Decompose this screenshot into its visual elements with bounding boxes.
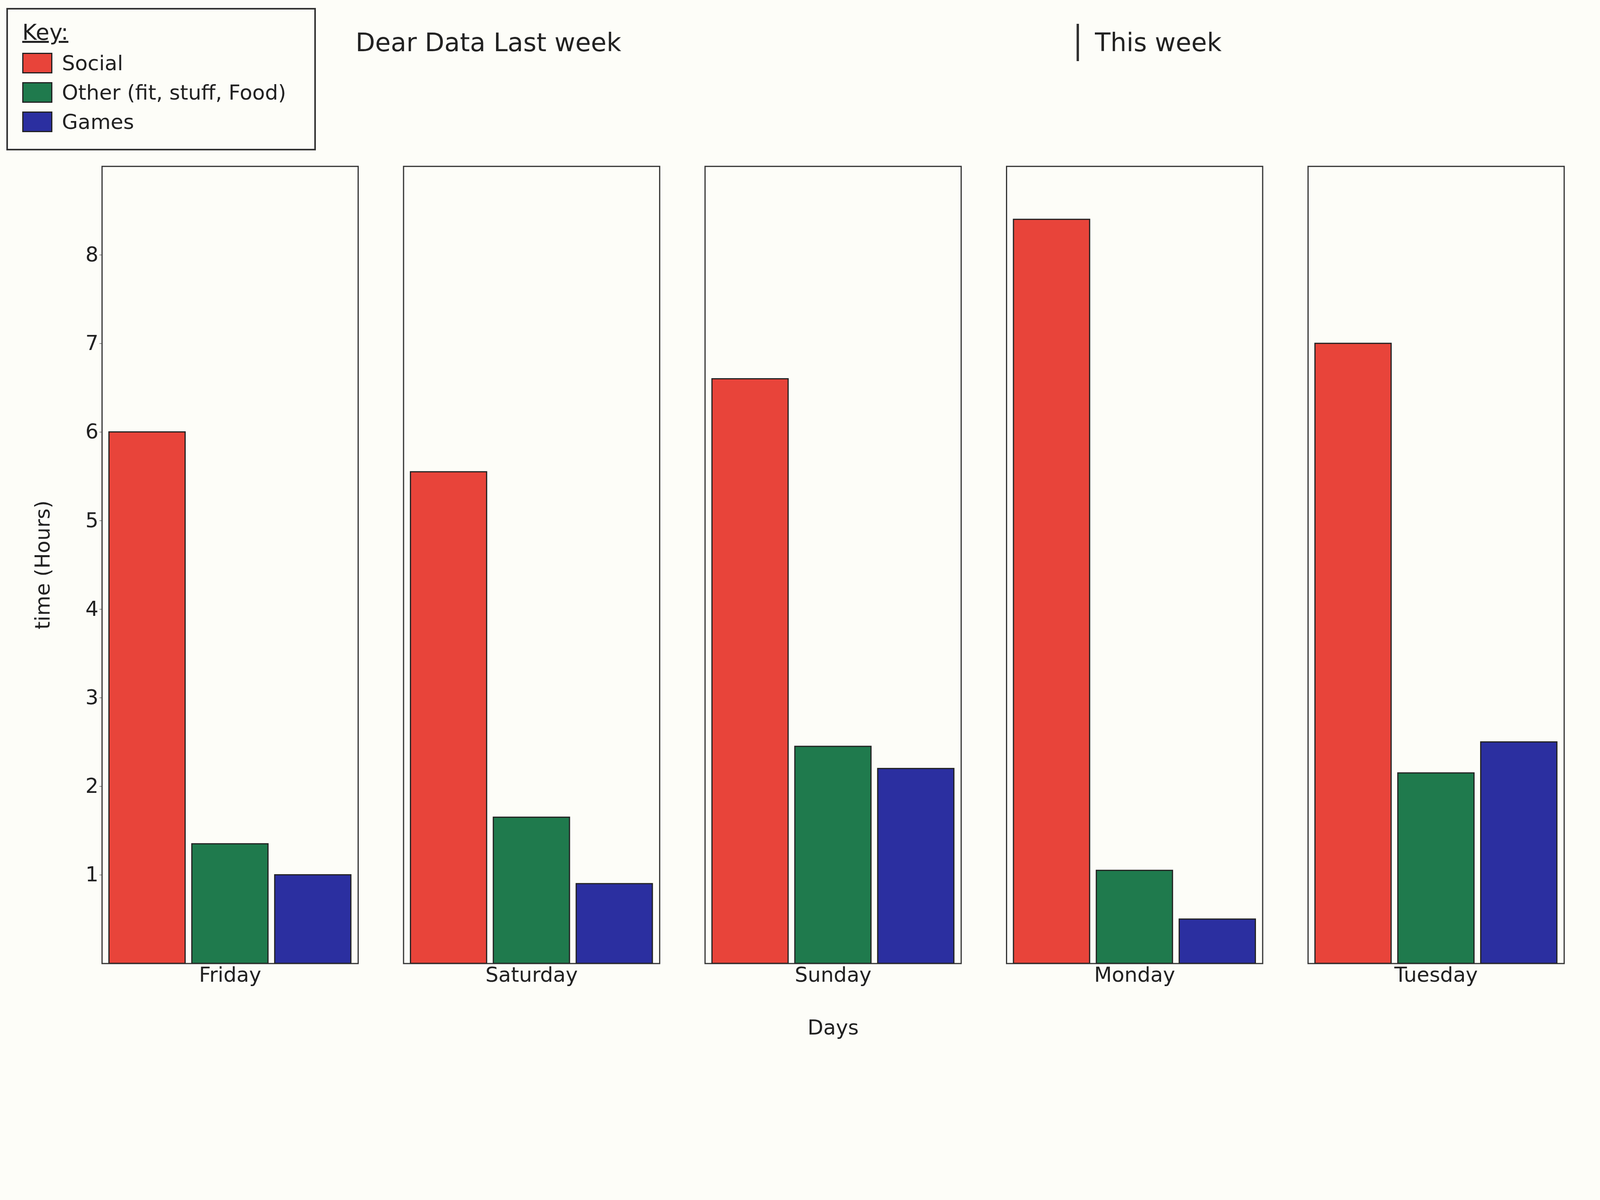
svg-text:Tuesday: Tuesday [1394,962,1478,987]
svg-text:Monday: Monday [1094,962,1175,987]
html-text:This week: This week [1094,27,1222,58]
svg-text:5: 5 [85,508,99,533]
svg-text:3: 3 [85,685,99,710]
html-text:Key:: Key: [22,19,69,45]
svg-text:6: 6 [85,419,99,444]
html-text:Dear Data Last week: Dear Data Last week [355,27,622,58]
svg-text:8: 8 [85,242,99,267]
svg-text:2: 2 [85,773,99,798]
svg-text:Sunday: Sunday [794,962,872,987]
svg-text:1: 1 [85,862,99,887]
svg-text:Days: Days [807,1015,859,1040]
svg-text:4: 4 [85,596,99,621]
html-text:Other (fit, stuff, Food): Other (fit, stuff, Food) [61,80,287,105]
svg-text:Friday: Friday [199,962,262,987]
svg-text:7: 7 [85,330,99,355]
html-text:Games: Games [61,109,135,134]
svg-text:Saturday: Saturday [485,962,578,987]
html-text:Social: Social [61,51,124,75]
svg-text:time (Hours): time (Hours) [30,500,55,630]
